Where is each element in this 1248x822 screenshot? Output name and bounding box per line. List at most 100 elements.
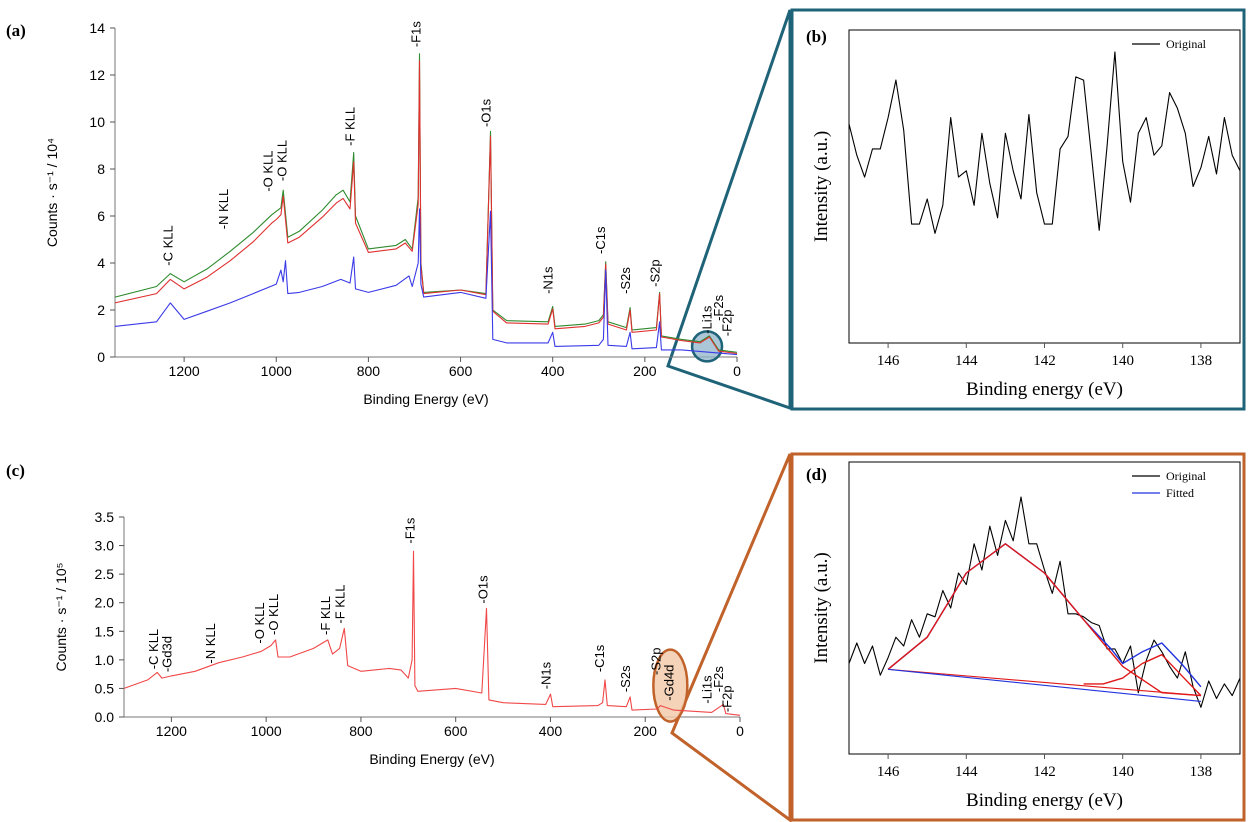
panel-d: 146 144 142 140 138 Binding energy (eV) Intens… (811, 461, 1241, 811)
x-axis-title: Binding Energy (eV) (369, 751, 494, 767)
x-tick-label: 138 (1190, 764, 1213, 780)
peak-label: -N KLL (216, 189, 231, 229)
peak-label: -S2p (648, 648, 663, 675)
x-tick-label: 140 (1111, 764, 1134, 780)
y-axis-title: Intensity (a.u.) (811, 552, 832, 663)
peak-label: -C1s (593, 226, 608, 254)
panel-label-d: (d) (806, 465, 827, 484)
peak-label: -O1s (475, 575, 490, 604)
x-tick-label: 0 (736, 723, 744, 739)
peak-label: -N1s (541, 266, 556, 294)
x-axis-title: Binding energy (eV) (966, 379, 1123, 400)
series-line-peak1 (887, 543, 1201, 697)
series-line-original (848, 496, 1241, 708)
series-line (114, 208, 738, 356)
y-tick-label: 0 (97, 349, 105, 365)
peak-label: -O KLL (274, 140, 289, 181)
x-tick-label: 0 (733, 363, 741, 379)
peak-label: -S2s (618, 267, 633, 294)
legend-label: Fitted (1166, 486, 1194, 500)
y-tick-label: 12 (89, 67, 105, 83)
legend-label: Original (1166, 37, 1207, 51)
peak-label: -F1s (402, 517, 417, 544)
peak-label: -O KLL (252, 602, 267, 643)
peak-label: -F2p (719, 685, 734, 712)
peak-label: -F KLL (332, 585, 347, 624)
legend-label: Original (1166, 469, 1207, 483)
x-tick-label: 1200 (156, 723, 187, 739)
panel-c: 1200 1000 800 600 400 200 0 0.0 0.5 1.0 1.5 2.0 2.5 3… (53, 509, 744, 767)
plot-frame (848, 461, 1241, 755)
peak-label: -O KLL (266, 594, 281, 635)
series-line (114, 60, 738, 355)
zoom-wedge-ab (666, 9, 792, 411)
peak-label: -S2s (618, 665, 633, 692)
y-tick-label: 1.0 (95, 652, 115, 668)
y-axis-title: Counts · s⁻¹ / 10⁵ (53, 563, 69, 672)
x-tick-label: 400 (541, 363, 565, 379)
y-tick-label: 2.0 (95, 595, 115, 611)
peak-label: -F2s (711, 294, 726, 321)
panel-label-c: (c) (6, 461, 25, 480)
x-tick-label: 800 (349, 723, 373, 739)
x-tick-label: 138 (1190, 353, 1213, 369)
peak-label: -F1s (408, 21, 423, 48)
y-tick-label: 3.0 (95, 538, 115, 554)
plot-frame (848, 29, 1241, 344)
zoom-region-marker (652, 648, 689, 723)
zoom-frame-d (790, 452, 1246, 822)
series-line-original (848, 51, 1241, 234)
y-tick-label: 3.5 (95, 509, 115, 525)
x-axis-title: Binding Energy (eV) (363, 391, 488, 407)
x-tick-label: 146 (877, 353, 900, 369)
peak-label: -F KLL (343, 107, 358, 146)
peak-label: -Gd3d (159, 636, 174, 672)
series-line (123, 550, 741, 716)
x-tick-label: 140 (1111, 353, 1134, 369)
y-tick-label: 6 (97, 208, 105, 224)
peak-label: -F2p (719, 309, 734, 336)
peak-label: -C KLL (146, 629, 161, 669)
x-tick-label: 1000 (251, 723, 282, 739)
x-tick-label: 800 (357, 363, 381, 379)
peak-label: -N KLL (203, 623, 218, 663)
y-tick-label: 2.5 (95, 566, 115, 582)
peak-label: -Li1s (700, 305, 715, 334)
y-tick-label: 2 (97, 302, 105, 318)
peak-label: -Li1s (700, 675, 715, 704)
series-line-peak2 (1083, 654, 1202, 697)
zoom-wedge-cd (670, 453, 792, 822)
x-tick-label: 144 (955, 353, 978, 369)
series-line-baseline (888, 668, 1201, 697)
panel-a: 1200 1000 800 600 400 200 0 0 2 4 6 8 10 12 14 Binding … (44, 20, 741, 407)
x-tick-label: 400 (539, 723, 563, 739)
zoom-frame-b (790, 8, 1246, 411)
peak-label: -S2p (648, 259, 663, 286)
peak-label: -C KLL (161, 225, 176, 265)
zoom-region-marker (690, 330, 724, 363)
x-tick-label: 142 (1033, 764, 1056, 780)
y-tick-label: 14 (89, 20, 105, 36)
series-line-baseline-fit (888, 668, 1201, 702)
zoom-connectors (666, 8, 1246, 822)
y-tick-label: 4 (97, 255, 105, 271)
x-tick-label: 200 (633, 363, 657, 379)
series-line (114, 53, 738, 353)
peak-label: -O KLL (261, 150, 276, 191)
y-tick-label: 0.5 (95, 680, 115, 696)
peak-label: -F2s (711, 666, 726, 693)
y-tick-label: 0.0 (95, 709, 115, 725)
y-tick-label: 1.5 (95, 623, 115, 639)
y-tick-label: 8 (97, 161, 105, 177)
x-tick-label: 200 (634, 723, 658, 739)
x-tick-label: 600 (449, 363, 473, 379)
panel-b: 146 144 142 140 138 Binding energy (eV) Intens… (811, 29, 1241, 400)
x-tick-label: 144 (955, 764, 978, 780)
x-tick-label: 600 (444, 723, 468, 739)
x-tick-label: 1000 (261, 363, 292, 379)
x-axis-title: Binding energy (eV) (966, 790, 1123, 811)
y-axis-title: Counts · s⁻¹ / 10⁴ (44, 138, 60, 247)
peak-label: -Gd4d (662, 665, 677, 701)
y-tick-label: 10 (89, 114, 105, 130)
panel-label-b: (b) (806, 27, 827, 46)
